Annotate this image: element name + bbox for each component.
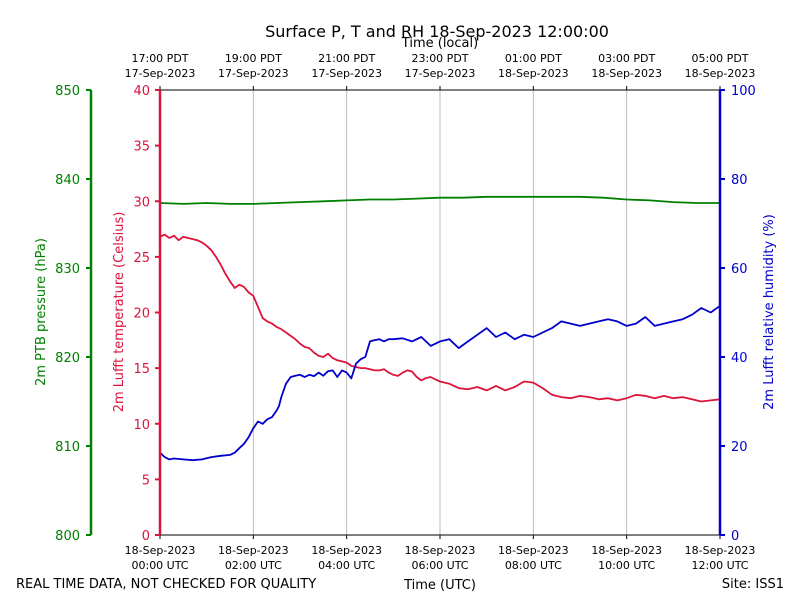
x-tick-utc-time: 06:00 UTC xyxy=(411,559,468,572)
x-tick-utc-time: 08:00 UTC xyxy=(505,559,562,572)
2m-ptb-pressure-series-line xyxy=(159,195,720,205)
site-label: Site: ISS1 xyxy=(722,577,784,592)
x-tick-utc-time: 12:00 UTC xyxy=(691,559,748,572)
temperature-axis-label: 2m Lufft temperature (Celsius) xyxy=(112,212,127,413)
pressure-axis-label: 2m PTB pressure (hPa) xyxy=(34,238,49,386)
humidity-tick-label: 100 xyxy=(731,84,756,99)
x-tick-utc-time: 02:00 UTC xyxy=(225,559,282,572)
pressure-tick-label: 850 xyxy=(55,84,80,99)
x-tick-utc-date: 18-Sep-2023 xyxy=(405,544,476,557)
temperature-tick-label: 5 xyxy=(142,473,150,488)
temperature-tick-label: 20 xyxy=(133,307,150,322)
series-layer xyxy=(159,195,721,462)
x-tick-local-date: 18-Sep-2023 xyxy=(685,67,756,80)
x-tick-local-time: 01:00 PDT xyxy=(505,52,562,65)
x-tick-local-date: 17-Sep-2023 xyxy=(218,67,289,80)
2m-lufft-temperature-series-line xyxy=(159,233,721,403)
temperature-tick-label: 15 xyxy=(133,362,150,377)
x-tick-local-time: 03:00 PDT xyxy=(598,52,655,65)
x-tick-local-date: 17-Sep-2023 xyxy=(311,67,382,80)
temperature-tick-label: 25 xyxy=(133,251,150,266)
x-tick-local-time: 23:00 PDT xyxy=(411,52,468,65)
humidity-tick-label: 60 xyxy=(731,262,748,277)
x-tick-local-date: 18-Sep-2023 xyxy=(498,67,569,80)
pressure-tick-label: 830 xyxy=(55,262,80,277)
x-tick-utc-time: 04:00 UTC xyxy=(318,559,375,572)
top-axis-label: Time (local) xyxy=(401,36,478,51)
x-tick-local-date: 18-Sep-2023 xyxy=(591,67,662,80)
quality-note: REAL TIME DATA, NOT CHECKED FOR QUALITY xyxy=(16,577,316,592)
pressure-tick-label: 820 xyxy=(55,351,80,366)
humidity-tick-label: 0 xyxy=(731,529,739,544)
x-tick-utc-date: 18-Sep-2023 xyxy=(218,544,289,557)
humidity-tick-label: 80 xyxy=(731,173,748,188)
x-tick-local-date: 17-Sep-2023 xyxy=(125,67,196,80)
temperature-tick-label: 40 xyxy=(133,84,150,99)
x-tick-utc-date: 18-Sep-2023 xyxy=(685,544,756,557)
x-tick-local-time: 19:00 PDT xyxy=(225,52,282,65)
x-tick-local-date: 17-Sep-2023 xyxy=(405,67,476,80)
temperature-tick-label: 0 xyxy=(142,529,150,544)
x-tick-utc-date: 18-Sep-2023 xyxy=(498,544,569,557)
x-axis-label: Time (UTC) xyxy=(403,578,476,593)
pressure-tick-label: 800 xyxy=(55,529,80,544)
x-tick-local-time: 21:00 PDT xyxy=(318,52,375,65)
grid xyxy=(252,90,628,535)
temperature-tick-label: 10 xyxy=(133,418,150,433)
temperature-tick-label: 35 xyxy=(133,140,150,155)
humidity-tick-label: 40 xyxy=(731,351,748,366)
x-tick-utc-date: 18-Sep-2023 xyxy=(311,544,382,557)
pressure-tick-label: 810 xyxy=(55,440,80,455)
pressure-tick-label: 840 xyxy=(55,173,80,188)
x-tick-utc-time: 10:00 UTC xyxy=(598,559,655,572)
x-tick-utc-time: 00:00 UTC xyxy=(131,559,188,572)
temperature-tick-label: 30 xyxy=(133,195,150,210)
humidity-tick-label: 20 xyxy=(731,440,748,455)
x-tick-utc-date: 18-Sep-2023 xyxy=(591,544,662,557)
humidity-axis-label: 2m Lufft relative humidity (%) xyxy=(762,214,777,410)
chart-title: Surface P, T and RH 18-Sep-2023 12:00:00 xyxy=(265,22,609,41)
x-tick-utc-date: 18-Sep-2023 xyxy=(125,544,196,557)
x-tick-local-time: 17:00 PDT xyxy=(131,52,188,65)
2m-lufft-relative-humidity-series-line xyxy=(159,305,721,462)
axis-ticks: 18-Sep-2023 00:00 UTC 17:00 PDT 17-Sep-2023… xyxy=(55,52,756,572)
x-tick-local-time: 05:00 PDT xyxy=(691,52,748,65)
